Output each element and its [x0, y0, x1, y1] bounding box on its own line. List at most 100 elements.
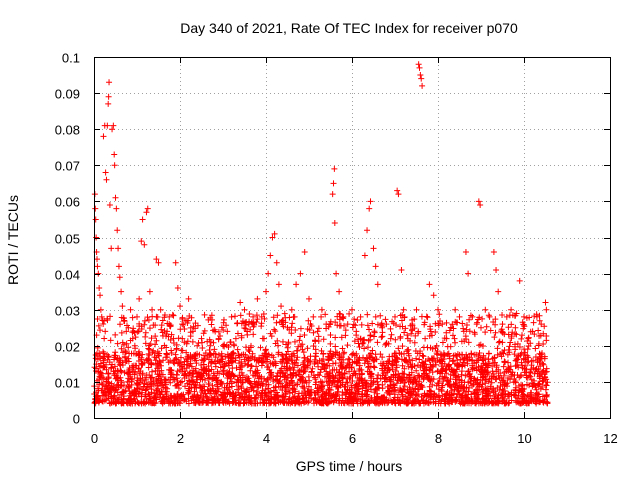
- data-point: [349, 377, 356, 384]
- data-point: [98, 380, 105, 387]
- data-points: [91, 61, 551, 407]
- data-point: [104, 385, 111, 392]
- data-point: [361, 336, 368, 343]
- data-point: [170, 335, 177, 342]
- data-point: [98, 387, 105, 394]
- data-point: [208, 312, 215, 319]
- data-point: [109, 126, 116, 133]
- data-point: [529, 328, 536, 335]
- data-point: [203, 370, 210, 377]
- data-point: [348, 384, 355, 391]
- data-point: [542, 382, 549, 389]
- data-point: [94, 344, 101, 351]
- data-point: [275, 281, 282, 288]
- data-point: [105, 370, 112, 377]
- data-point: [160, 357, 167, 364]
- data-point: [304, 362, 311, 369]
- data-point: [301, 354, 308, 361]
- data-point: [447, 391, 454, 398]
- data-point: [446, 353, 453, 360]
- data-point: [225, 343, 232, 350]
- data-point: [112, 331, 119, 338]
- data-point: [539, 384, 546, 391]
- data-point: [336, 371, 343, 378]
- data-point: [222, 360, 229, 367]
- data-point: [332, 360, 339, 367]
- data-point: [312, 381, 319, 388]
- data-point: [423, 313, 430, 320]
- data-point: [392, 367, 399, 374]
- data-point: [449, 358, 456, 365]
- data-point: [240, 351, 247, 358]
- data-point: [163, 333, 170, 340]
- data-point: [442, 374, 449, 381]
- data-point: [528, 398, 535, 405]
- data-point: [432, 361, 439, 368]
- data-point: [535, 368, 542, 375]
- data-point: [506, 343, 513, 350]
- data-point: [156, 371, 163, 378]
- data-point: [259, 359, 266, 366]
- data-point: [258, 355, 265, 362]
- data-point: [412, 375, 419, 382]
- data-point: [268, 393, 275, 400]
- data-point: [218, 353, 225, 360]
- data-point: [474, 387, 481, 394]
- data-point: [242, 344, 249, 351]
- data-point: [98, 313, 105, 320]
- data-point: [406, 394, 413, 401]
- data-point: [99, 317, 106, 324]
- data-point: [245, 355, 252, 362]
- data-point: [308, 369, 315, 376]
- data-point: [533, 390, 540, 397]
- data-point: [238, 369, 245, 376]
- data-point: [449, 321, 456, 328]
- data-point: [242, 388, 249, 395]
- data-point: [318, 384, 325, 391]
- data-point: [525, 342, 532, 349]
- data-point: [378, 322, 385, 329]
- data-point: [234, 376, 241, 383]
- data-point: [482, 306, 489, 313]
- data-point: [492, 376, 499, 383]
- x-tick-label: 6: [349, 431, 356, 446]
- data-point: [506, 312, 513, 319]
- data-point: [224, 390, 231, 397]
- data-point: [310, 313, 317, 320]
- data-point: [473, 359, 480, 366]
- data-point: [518, 350, 525, 357]
- data-point: [204, 399, 211, 406]
- x-tick-label: 2: [177, 431, 184, 446]
- data-point: [493, 368, 500, 375]
- data-point: [304, 388, 311, 395]
- data-point: [267, 370, 274, 377]
- data-point: [206, 352, 213, 359]
- data-point: [352, 382, 359, 389]
- data-point: [463, 322, 470, 329]
- data-point: [164, 354, 171, 361]
- data-point: [152, 367, 159, 374]
- data-point: [285, 400, 292, 407]
- data-point: [198, 335, 205, 342]
- data-point: [331, 366, 338, 373]
- data-point: [359, 370, 366, 377]
- data-point: [361, 345, 368, 352]
- data-point: [373, 356, 380, 363]
- data-point: [227, 391, 234, 398]
- data-point: [358, 321, 365, 328]
- data-point: [503, 313, 510, 320]
- data-point: [501, 358, 508, 365]
- data-point: [143, 356, 150, 363]
- data-point: [241, 324, 248, 331]
- data-point: [122, 357, 129, 364]
- data-point: [134, 386, 141, 393]
- data-point: [407, 386, 414, 393]
- data-point: [366, 326, 373, 333]
- data-point: [182, 317, 189, 324]
- data-point: [110, 368, 117, 375]
- data-point: [149, 368, 156, 375]
- data-point: [297, 342, 304, 349]
- data-point: [343, 379, 350, 386]
- data-point: [195, 398, 202, 405]
- data-point: [410, 391, 417, 398]
